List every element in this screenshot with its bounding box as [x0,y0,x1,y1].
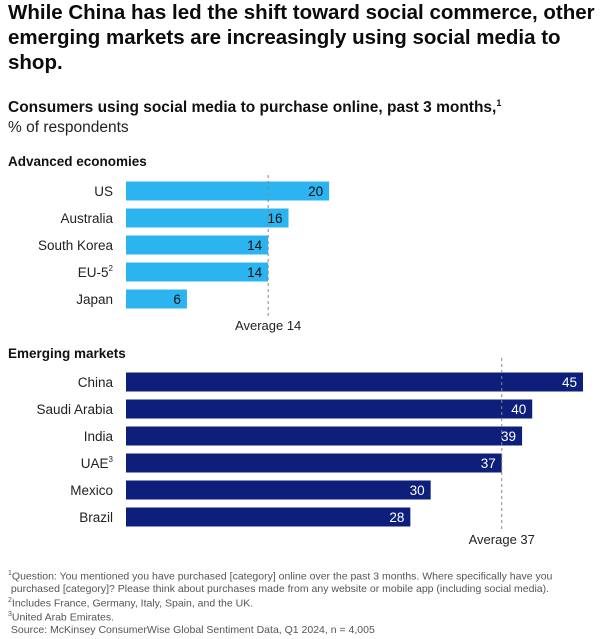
bar-eu-5 [126,262,269,282]
value-label-south-korea: 14 [247,238,263,253]
category-label-south-korea: South Korea [38,238,114,253]
value-label-mexico: 30 [410,483,425,498]
chart-unit: % of respondents [8,119,129,136]
bar-australia [126,208,289,228]
value-label-us: 20 [308,184,323,199]
bar-japan [126,289,187,309]
footnote-1-line-2: purchased [category]? Please think about… [10,582,550,595]
panel-header-emerging-markets: Emerging markets [8,346,126,361]
value-label-india: 39 [501,429,516,444]
bar-mexico [126,480,431,500]
value-label-saudi-arabia: 40 [511,402,526,417]
footnote-2: 2Includes France, Germany, Italy, Spain,… [8,596,254,610]
value-label-brazil: 28 [389,510,404,525]
category-label-india: India [84,429,114,444]
bar-chart: Advanced economies US 20 Australia 16 South K… [8,154,583,547]
bar-saudi-arabia [126,399,533,419]
bar-india [126,426,523,446]
average-label-advanced-economies: Average 14 [235,318,301,333]
value-label-eu-5: 14 [247,265,263,280]
average-label-emerging-markets: Average 37 [469,532,535,547]
chart-title-text: Consumers using social media to purchase… [8,99,497,117]
footnote-1-line-1: 1Question: You mentioned you have purcha… [8,570,553,583]
value-label-uae: 37 [481,456,496,471]
category-label-brazil: Brazil [79,510,113,525]
category-label-mexico: Mexico [70,483,113,498]
value-label-japan: 6 [173,292,181,307]
category-label-australia: Australia [60,211,113,226]
footnotes: 1Question: You mentioned you have purcha… [8,568,603,636]
headline: While China has led the shift toward soc… [8,1,595,74]
bar-china [126,372,583,392]
value-label-australia: 16 [267,211,282,226]
value-label-china: 45 [562,375,577,390]
chart-title: Consumers using social media to purchase… [8,98,501,117]
bar-south-korea [126,235,269,255]
bar-brazil [126,507,411,527]
bar-uae [126,453,502,473]
chart-title-footnote: 1 [496,98,502,108]
category-label-eu-5: EU-52 [78,264,114,280]
category-label-uae: UAE3 [81,455,114,471]
panel-header-advanced-economies: Advanced economies [8,154,147,169]
category-label-china: China [78,375,114,390]
category-label-saudi-arabia: Saudi Arabia [36,402,113,417]
bar-us [126,181,330,201]
footnote-3: 3United Arab Emirates. [8,611,115,624]
source-note: Source: McKinsey ConsumerWise Global Sen… [10,623,375,636]
category-label-us: US [94,184,113,199]
category-label-japan: Japan [76,292,113,307]
